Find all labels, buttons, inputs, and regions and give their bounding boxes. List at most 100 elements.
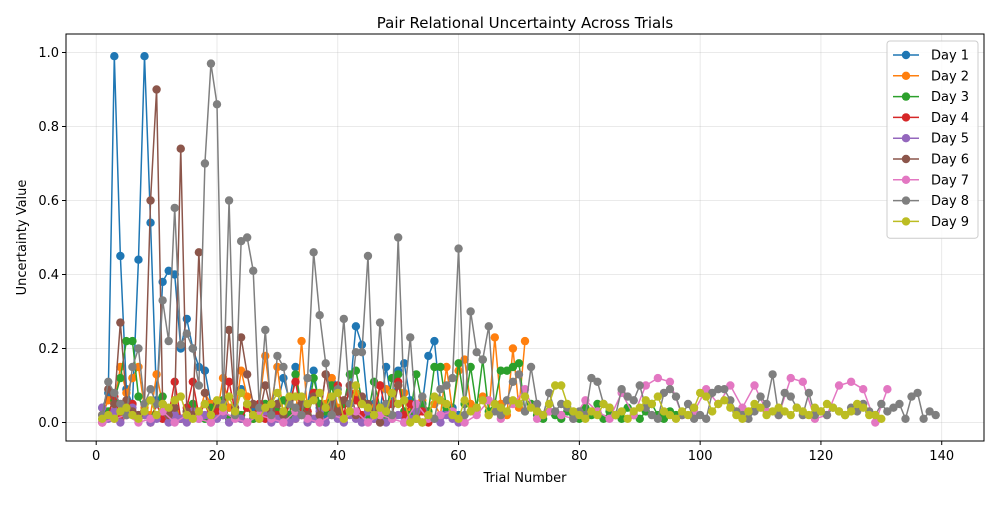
data-point: [714, 399, 723, 409]
data-point: [635, 381, 644, 390]
data-point: [122, 403, 131, 412]
data-point: [412, 399, 421, 409]
data-point: [291, 370, 300, 379]
data-point: [641, 403, 650, 412]
legend-item: Day 4: [893, 111, 969, 126]
data-point: [291, 362, 300, 372]
legend-item: Day 3: [893, 90, 969, 105]
data-point: [176, 340, 185, 349]
data-point: [617, 407, 626, 416]
data-point: [786, 373, 795, 383]
data-point: [393, 381, 403, 390]
data-point: [261, 381, 270, 390]
chart-title: Pair Relational Uncertainty Across Trial…: [377, 14, 674, 32]
data-point: [309, 373, 318, 383]
data-point: [261, 325, 270, 335]
data-point: [460, 410, 469, 420]
data-point: [931, 410, 940, 420]
legend-item: Day 9: [893, 215, 969, 230]
data-point: [152, 370, 161, 379]
data-point: [472, 403, 481, 412]
data-point: [279, 396, 288, 405]
data-point: [206, 410, 216, 420]
data-point: [321, 359, 330, 368]
data-point: [418, 392, 427, 401]
data-point: [400, 410, 409, 420]
data-point: [303, 373, 312, 383]
data-point: [309, 396, 318, 405]
data-point: [134, 414, 143, 423]
series-line: [101, 384, 882, 424]
data-point: [514, 370, 524, 379]
data-point: [291, 414, 300, 423]
data-point: [653, 392, 663, 401]
data-point: [822, 410, 832, 420]
data-point: [381, 407, 391, 416]
data-point: [514, 399, 524, 409]
data-point: [623, 414, 632, 423]
data-point: [146, 396, 155, 405]
data-point: [387, 410, 397, 420]
legend-marker: [901, 196, 911, 205]
data-point: [430, 362, 439, 372]
data-point: [792, 403, 801, 412]
data-point: [593, 377, 602, 386]
data-point: [267, 410, 276, 420]
data-point: [164, 266, 173, 275]
data-point: [418, 418, 427, 427]
data-point: [756, 403, 765, 412]
data-point: [291, 377, 300, 386]
data-point: [502, 396, 512, 405]
data-point: [333, 388, 342, 398]
data-point: [532, 414, 542, 423]
data-point: [128, 373, 137, 383]
data-point: [587, 407, 596, 416]
legend-label: Day 2: [931, 69, 969, 84]
data-point: [520, 407, 530, 416]
legend-marker: [901, 154, 911, 164]
data-point: [605, 403, 614, 412]
data-point: [846, 407, 856, 416]
data-point: [164, 336, 173, 346]
data-point: [291, 403, 300, 412]
data-point: [224, 196, 234, 205]
data-point: [297, 410, 306, 420]
x-axis-label: Trial Number: [483, 471, 568, 486]
data-point: [327, 381, 336, 390]
data-point: [840, 410, 850, 420]
data-point: [400, 396, 409, 405]
data-point: [212, 100, 222, 109]
data-point: [393, 370, 403, 379]
data-point: [720, 396, 729, 405]
data-point: [285, 392, 294, 401]
data-point: [877, 414, 886, 423]
data-point: [206, 59, 216, 68]
data-point: [321, 370, 330, 379]
data-point: [164, 418, 173, 427]
legend-frame: [886, 40, 979, 239]
legend-marker: [901, 50, 911, 60]
data-point: [200, 388, 210, 398]
data-point: [714, 385, 723, 394]
data-point: [665, 385, 675, 394]
data-point: [605, 414, 614, 423]
legend-item: Day 8: [893, 194, 969, 209]
y-tick-label: 0.2: [38, 342, 59, 357]
data-point: [128, 336, 137, 346]
data-point: [242, 399, 252, 409]
data-point: [804, 410, 814, 420]
data-point: [889, 403, 898, 412]
data-point: [134, 344, 143, 353]
data-point: [780, 388, 789, 398]
data-point: [677, 407, 687, 416]
data-point: [472, 348, 481, 357]
legend-item: Day 6: [893, 153, 969, 168]
data-point: [236, 237, 246, 246]
data-point: [357, 399, 367, 409]
data-point: [708, 407, 717, 416]
data-point: [194, 407, 204, 416]
data-point: [236, 333, 246, 342]
data-point: [883, 407, 892, 416]
data-point: [194, 414, 204, 423]
legend-label: Day 9: [931, 215, 969, 230]
